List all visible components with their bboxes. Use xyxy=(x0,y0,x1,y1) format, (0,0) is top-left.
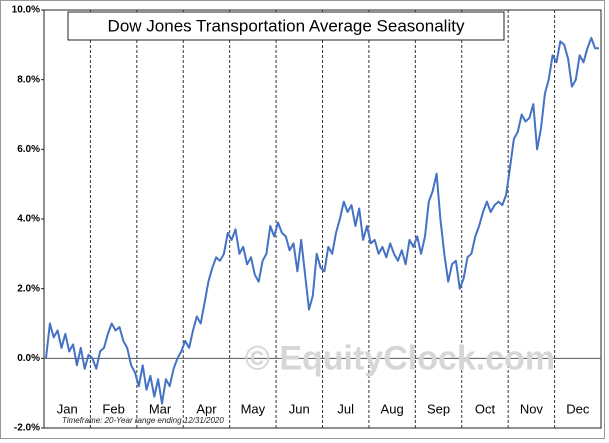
x-tick-label: Oct xyxy=(475,401,496,416)
x-tick-label: Mar xyxy=(149,401,172,416)
y-tick-label: 4.0% xyxy=(17,214,40,225)
chart-title: Dow Jones Transportation Average Seasona… xyxy=(108,16,465,35)
x-tick-label: Jun xyxy=(289,401,310,416)
x-tick-label: Nov xyxy=(520,401,544,416)
x-tick-label: Jan xyxy=(57,401,78,416)
footnote: Timeframe: 20-Year range ending 12/31/20… xyxy=(62,416,224,425)
x-tick-label: Aug xyxy=(381,401,404,416)
watermark: © EquityClock.com xyxy=(245,339,555,377)
y-tick-label: 2.0% xyxy=(17,283,40,294)
x-tick-label: May xyxy=(241,401,266,416)
title-box xyxy=(67,11,505,41)
series-line xyxy=(45,36,599,405)
x-tick-label: Jul xyxy=(337,401,354,416)
y-tick-label: 6.0% xyxy=(17,144,40,155)
x-tick-label: Sep xyxy=(427,401,450,416)
y-tick-label: 0.0% xyxy=(17,353,40,364)
y-tick-label: -2.0% xyxy=(14,423,40,434)
x-tick-label: Apr xyxy=(196,401,217,416)
x-tick-label: Feb xyxy=(102,401,124,416)
x-tick-label: Dec xyxy=(566,401,590,416)
y-tick-label: 10.0% xyxy=(12,5,40,16)
y-tick-label: 8.0% xyxy=(17,74,40,85)
